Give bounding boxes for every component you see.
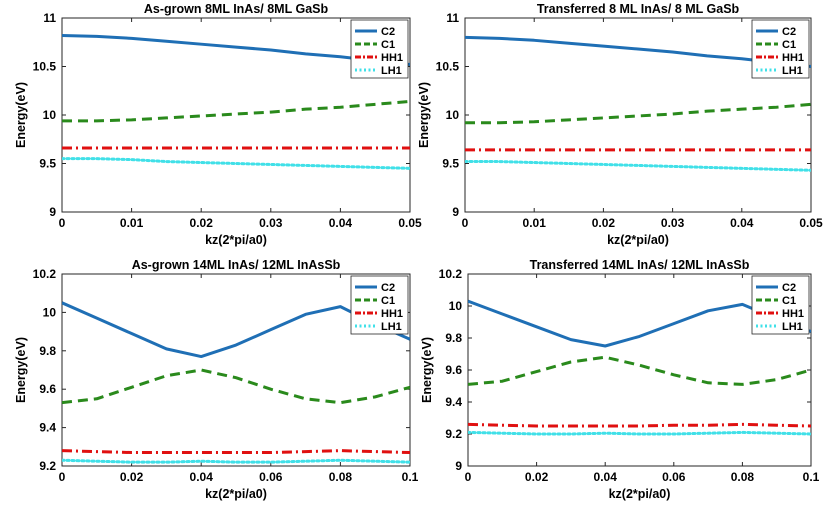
series-line-c1 xyxy=(62,99,410,123)
x-tick-label: 0.04 xyxy=(594,470,618,484)
y-tick-label: 11 xyxy=(43,11,56,25)
x-axis-label: kz(2*pi/a0) xyxy=(607,233,669,247)
legend-label-c1: C1 xyxy=(381,295,395,307)
y-axis-label: Energy(eV) xyxy=(417,82,431,148)
y-tick-label: 9 xyxy=(455,459,462,473)
y-tick-label: 9.4 xyxy=(39,421,56,435)
legend-label-c1: C1 xyxy=(381,39,395,51)
y-tick-label: 9.5 xyxy=(442,157,459,171)
x-tick-label: 0.1 xyxy=(803,470,820,484)
y-tick-label: 9.6 xyxy=(39,382,56,396)
y-tick-label: 9.4 xyxy=(445,395,462,409)
legend-label-hh1: HH1 xyxy=(381,52,403,64)
x-tick-label: 0.02 xyxy=(190,216,214,230)
x-tick-label: 0.08 xyxy=(329,470,353,484)
y-tick-label: 9.6 xyxy=(445,363,462,377)
y-tick-label: 9 xyxy=(49,205,56,219)
y-axis-label: Energy(eV) xyxy=(420,337,434,403)
chart-title: Transferred 14ML InAs/ 12ML InAsSb xyxy=(530,258,750,272)
x-axis-label: kz(2*pi/a0) xyxy=(205,233,267,247)
y-tick-label: 9.2 xyxy=(39,459,56,473)
legend-label-lh1: LH1 xyxy=(381,321,402,333)
chart-panel-2: 0 0.01 0.02 0.03 0.04 0.05 9 9.5 10 10.5 11 Transfe… xyxy=(417,2,823,247)
legend-label-lh1: LH1 xyxy=(782,321,803,333)
y-tick-label: 10 xyxy=(43,108,57,122)
y-tick-label: 10.5 xyxy=(436,60,460,74)
legend-label-c2: C2 xyxy=(782,26,796,38)
y-tick-label: 9.5 xyxy=(39,157,56,171)
series-line-hh1 xyxy=(468,422,811,428)
legend-label-c2: C2 xyxy=(381,26,395,38)
legend-label-c2: C2 xyxy=(782,282,796,294)
y-tick-label: 10 xyxy=(449,299,463,313)
x-tick-label: 0.02 xyxy=(120,470,144,484)
x-tick-label: 0.01 xyxy=(523,216,547,230)
x-tick-label: 0.1 xyxy=(402,470,419,484)
x-tick-label: 0.03 xyxy=(661,216,685,230)
y-tick-label: 10.2 xyxy=(33,267,57,281)
series-line-c1 xyxy=(465,102,811,125)
chart-title: As-grown 14ML InAs/ 12ML InAsSb xyxy=(132,258,341,272)
y-tick-label: 10 xyxy=(43,305,57,319)
x-tick-label: 0.04 xyxy=(190,470,214,484)
legend-label-c1: C1 xyxy=(782,39,796,51)
legend-label-hh1: HH1 xyxy=(381,308,403,320)
x-tick-label: 0.04 xyxy=(329,216,353,230)
chart-panel-3: 0 0.02 0.04 0.06 0.08 0.1 9.2 9.4 9.6 9.8 10 10.2 As… xyxy=(14,258,419,501)
x-tick-label: 0.05 xyxy=(799,216,823,230)
chart-title: Transferred 8 ML InAs/ 8 ML GaSb xyxy=(537,2,740,16)
x-tick-label: 0.06 xyxy=(662,470,686,484)
series-line-lh1 xyxy=(468,430,811,436)
x-tick-label: 0.05 xyxy=(398,216,422,230)
legend-label-lh1: LH1 xyxy=(381,65,402,77)
x-tick-label: 0 xyxy=(465,470,472,484)
chart-panel-4: 0 0.02 0.04 0.06 0.08 0.1 9 9.2 9.4 9.6 9.8 10 10.2 T… xyxy=(420,258,820,501)
legend-label-c2: C2 xyxy=(381,282,395,294)
x-tick-label: 0.04 xyxy=(730,216,754,230)
series-line-lh1 xyxy=(62,157,410,170)
y-tick-label: 9 xyxy=(452,205,459,219)
legend-label-c1: C1 xyxy=(782,295,796,307)
x-tick-label: 0 xyxy=(59,470,66,484)
x-axis-label: kz(2*pi/a0) xyxy=(609,487,671,501)
y-tick-label: 11 xyxy=(446,11,459,25)
series-line-lh1 xyxy=(465,160,811,172)
legend-label-hh1: HH1 xyxy=(782,308,804,320)
chart-title: As-grown 8ML InAs/ 8ML GaSb xyxy=(144,2,329,16)
x-tick-label: 0.02 xyxy=(592,216,616,230)
x-tick-label: 0.06 xyxy=(259,470,283,484)
y-tick-label: 9.8 xyxy=(445,331,462,345)
series-line-c1 xyxy=(468,355,811,386)
y-axis-label: Energy(eV) xyxy=(14,337,28,403)
series-line-c1 xyxy=(62,368,410,405)
series-line-hh1 xyxy=(62,449,410,455)
x-tick-label: 0.08 xyxy=(731,470,755,484)
y-tick-label: 10 xyxy=(446,108,460,122)
y-tick-label: 9.8 xyxy=(39,344,56,358)
chart-panel-1: 0 0.01 0.02 0.03 0.04 0.05 9 9.5 10 10.5 11 As-grow… xyxy=(14,2,422,247)
x-tick-label: 0.03 xyxy=(259,216,283,230)
x-tick-label: 0 xyxy=(462,216,469,230)
y-tick-label: 10.2 xyxy=(439,267,463,281)
x-axis-label: kz(2*pi/a0) xyxy=(205,487,267,501)
x-tick-label: 0 xyxy=(59,216,66,230)
series-line-lh1 xyxy=(62,458,410,464)
y-tick-label: 10.5 xyxy=(33,60,57,74)
x-tick-label: 0.01 xyxy=(120,216,144,230)
x-tick-label: 0.02 xyxy=(525,470,549,484)
legend-label-hh1: HH1 xyxy=(782,52,804,64)
legend-label-lh1: LH1 xyxy=(782,65,803,77)
y-tick-label: 9.2 xyxy=(445,427,462,441)
y-axis-label: Energy(eV) xyxy=(14,82,28,148)
